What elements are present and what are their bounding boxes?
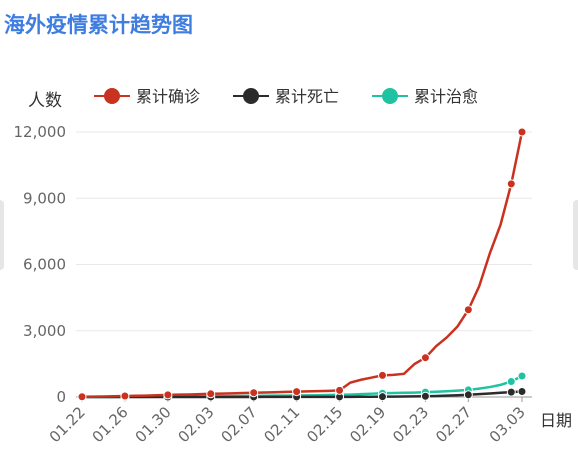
series-line: [82, 390, 523, 399]
point: [420, 353, 430, 363]
point: [517, 371, 527, 381]
point: [506, 179, 516, 189]
x-tick-label: 01.22: [46, 403, 89, 446]
point: [206, 389, 216, 399]
point: [517, 386, 527, 396]
y-tick-label: 6,000: [23, 256, 66, 274]
chart-title: 海外疫情累计趋势图: [4, 13, 193, 37]
legend-marker: [243, 88, 259, 104]
y-axis-label: 人数: [28, 91, 62, 111]
point: [517, 127, 527, 137]
point: [163, 390, 173, 400]
y-tick-label: 0: [56, 388, 66, 406]
point: [377, 370, 387, 380]
x-tick-label: 01.26: [89, 403, 132, 446]
point: [506, 377, 516, 387]
x-axis-label: 日期: [540, 411, 572, 430]
x-tick-label: 01.30: [132, 403, 175, 446]
x-tick-label: 02.03: [175, 403, 218, 446]
point: [335, 385, 345, 395]
point: [292, 387, 302, 397]
y-tick-label: 3,000: [23, 322, 66, 340]
scroll-handle[interactable]: [573, 200, 578, 270]
point: [463, 390, 473, 400]
series-line: [82, 374, 523, 399]
x-tick-label: 02.23: [389, 403, 432, 446]
x-tick-label: 02.15: [303, 403, 346, 446]
legend-marker: [382, 88, 398, 104]
scroll-handle[interactable]: [0, 200, 4, 270]
legend-label: 累计确诊: [136, 87, 200, 106]
legend-label: 累计治愈: [414, 87, 478, 106]
point: [377, 392, 387, 402]
point: [420, 391, 430, 401]
point: [463, 305, 473, 315]
legend-label: 累计死亡: [275, 87, 339, 106]
x-tick-label: 02.27: [432, 403, 475, 446]
point: [120, 391, 130, 401]
legend-marker: [104, 88, 120, 104]
y-tick-label: 12,000: [14, 123, 67, 141]
point: [249, 388, 259, 398]
x-tick-label: 03.03: [486, 403, 529, 446]
x-tick-label: 02.19: [346, 403, 389, 446]
x-tick-label: 02.11: [260, 403, 303, 446]
x-tick-label: 02.07: [217, 403, 260, 446]
point: [77, 392, 87, 402]
point: [506, 387, 516, 397]
series-line: [81, 131, 524, 399]
y-tick-label: 9,000: [23, 189, 66, 207]
